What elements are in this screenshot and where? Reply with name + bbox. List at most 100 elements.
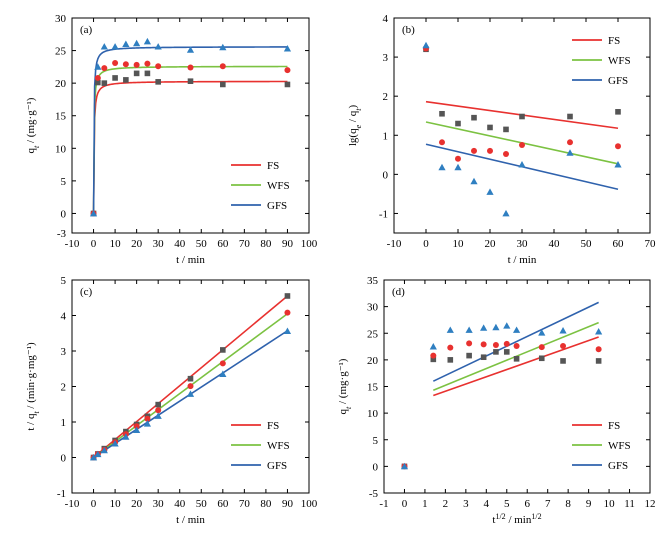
y-tick-label: 15: [55, 111, 67, 123]
y-tick-label: 5: [61, 176, 67, 188]
data-point-wfs: [133, 61, 140, 68]
data-point-gfs: [595, 328, 603, 335]
data-point-gfs: [503, 322, 511, 329]
x-tick-label: 20: [131, 498, 143, 510]
data-point-wfs: [122, 61, 129, 68]
data-point-gfs: [89, 209, 98, 217]
x-tick-label: 0: [402, 498, 408, 510]
x-tick-label: 3: [463, 498, 469, 510]
y-tick-label: 2: [61, 382, 67, 394]
x-tick-label: 0: [423, 238, 429, 250]
data-point-wfs: [503, 340, 510, 347]
data-point-gfs: [429, 342, 437, 350]
data-point-gfs: [454, 163, 462, 171]
x-tick-label: 10: [604, 498, 616, 510]
x-tick-label: 60: [613, 238, 625, 250]
x-tick-label: 80: [260, 498, 272, 510]
legend-label-fs: FS: [267, 160, 279, 172]
y-tick-label: -1: [57, 488, 66, 500]
data-point-wfs: [187, 64, 194, 71]
data-point-wfs: [187, 383, 194, 390]
x-tick-label: 60: [217, 498, 229, 510]
data-point-fs: [560, 358, 566, 364]
data-point-fs: [447, 357, 454, 363]
data-point-gfs: [143, 37, 152, 45]
data-point-wfs: [439, 139, 445, 146]
data-point-fs: [513, 356, 520, 362]
data-point-gfs: [219, 43, 227, 51]
data-point-fs: [101, 80, 108, 86]
data-point-gfs: [122, 433, 130, 440]
data-point-fs: [95, 79, 101, 86]
data-point-fs: [615, 109, 621, 115]
data-point-gfs: [133, 426, 141, 434]
x-tick-label: 11: [624, 498, 635, 510]
y-tick-label: 4: [61, 311, 67, 323]
x-tick-label: 40: [174, 498, 186, 510]
data-point-gfs: [219, 370, 227, 377]
data-point-wfs: [133, 423, 140, 430]
data-point-fs: [480, 354, 487, 361]
x-tick-label: 40: [549, 238, 561, 250]
y-tick-label: 0: [383, 169, 389, 181]
data-point-wfs: [455, 155, 461, 162]
data-point-wfs: [155, 407, 162, 414]
y-tick-label: 3: [61, 346, 67, 358]
data-point-fs: [455, 120, 461, 127]
data-point-gfs: [614, 160, 622, 168]
data-point-gfs: [566, 149, 574, 156]
data-point-wfs: [144, 60, 151, 67]
fit-line-gfs: [92, 46, 288, 214]
x-tick-label: -10: [387, 238, 402, 250]
panel-label: (b): [402, 24, 415, 36]
y-tick-label: 35: [367, 275, 379, 287]
data-point-fs: [466, 352, 472, 359]
x-axis-label: t / min: [176, 514, 205, 526]
x-tick-label: 10: [453, 238, 465, 250]
x-tick-label: -10: [65, 238, 80, 250]
data-point-wfs: [519, 142, 525, 149]
data-point-fs: [493, 349, 499, 355]
x-tick-label: -1: [379, 498, 388, 510]
plot-frame: [71, 17, 310, 234]
data-point-fs: [187, 375, 194, 382]
data-point-wfs: [480, 341, 487, 348]
data-point-gfs: [154, 43, 162, 50]
x-tick-label: 20: [131, 238, 143, 250]
data-point-wfs: [513, 343, 520, 350]
x-tick-label: 70: [239, 498, 251, 510]
data-point-gfs: [94, 450, 102, 458]
fit-line-gfs: [432, 301, 599, 382]
x-tick-label: 30: [153, 238, 165, 250]
data-point-fs: [220, 347, 226, 353]
data-point-gfs: [486, 188, 494, 195]
data-point-fs: [538, 355, 545, 362]
data-point-gfs: [502, 209, 510, 217]
y-tick-label: 0: [373, 461, 379, 473]
data-point-fs: [503, 349, 510, 355]
data-point-fs: [430, 356, 437, 363]
x-axis-label: t1/2 / min1/2: [492, 512, 541, 527]
data-point-gfs: [283, 327, 292, 334]
data-point-gfs: [122, 40, 130, 47]
data-point-fs: [155, 79, 161, 85]
x-tick-label: 10: [110, 238, 122, 250]
data-point-fs: [439, 110, 445, 117]
y-tick-label: 30: [367, 302, 379, 314]
x-tick-label: 40: [174, 238, 186, 250]
data-point-gfs: [100, 43, 108, 50]
data-point-gfs: [512, 326, 521, 333]
data-point-gfs: [492, 323, 500, 331]
x-tick-label: 50: [196, 498, 208, 510]
data-point-fs: [112, 75, 118, 81]
legend-label-wfs: WFS: [267, 440, 290, 452]
data-point-fs: [487, 124, 493, 131]
x-tick-label: 10: [110, 498, 122, 510]
data-point-fs: [503, 126, 509, 133]
data-point-fs: [187, 78, 194, 84]
x-tick-label: 90: [282, 238, 294, 250]
y-tick-label: 3: [383, 52, 389, 64]
x-tick-label: 100: [301, 238, 318, 250]
